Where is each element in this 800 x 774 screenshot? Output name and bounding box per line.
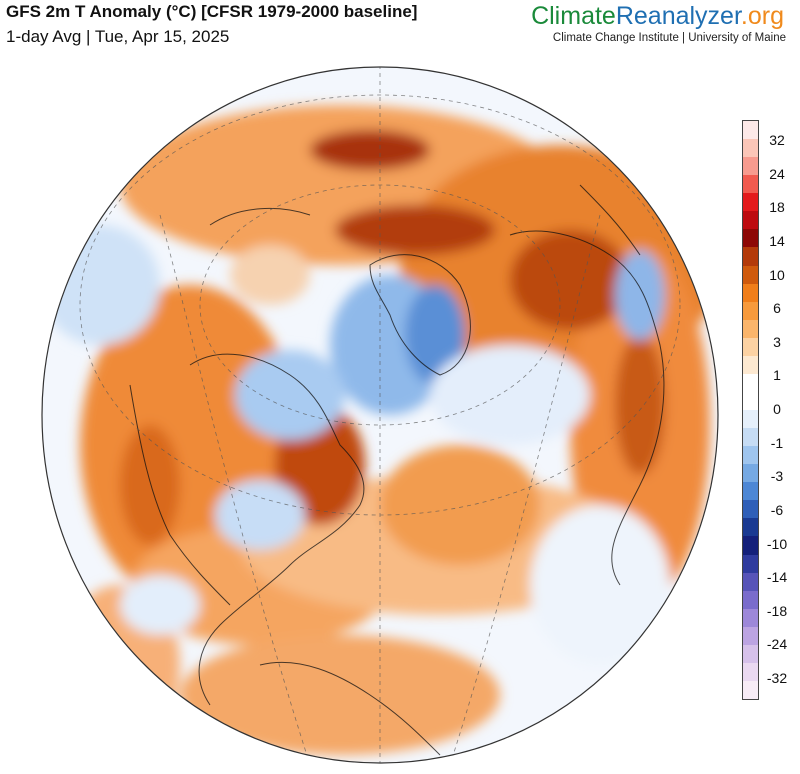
- colorbar-segment: [743, 500, 758, 519]
- colorbar-tick-label: -32: [766, 670, 788, 686]
- colorbar-tick-label: 18: [769, 199, 785, 216]
- colorbar-segment: [743, 554, 758, 573]
- colorbar-tick-label: 0: [773, 401, 781, 417]
- colorbar-segment: [743, 464, 758, 483]
- colorbar-tick-label: 3: [773, 333, 781, 350]
- colorbar-tick-label: 32: [769, 132, 785, 148]
- colorbar-tick-label: -3: [770, 468, 784, 485]
- colorbar-segment: [743, 265, 758, 284]
- colorbar-segment: [743, 121, 758, 140]
- brand-logo-part3: .org: [740, 2, 784, 30]
- brand-logo-part1: Climate: [531, 2, 616, 30]
- colorbar-tick-label: 14: [769, 232, 785, 249]
- colorbar-segment: [743, 626, 758, 645]
- colorbar-segment: [743, 662, 758, 681]
- colorbar-segment: [743, 283, 758, 302]
- colorbar-tick-label: -10: [766, 535, 788, 552]
- colorbar-segment: [743, 680, 758, 699]
- colorbar-segment: [743, 301, 758, 320]
- colorbar-segment: [743, 391, 758, 410]
- colorbar-tick-label: 6: [773, 300, 781, 317]
- colorbar-tick-label: -24: [766, 636, 788, 653]
- brand-logo-part2: Reanalyzer: [615, 2, 741, 30]
- colorbar-segment: [743, 590, 758, 609]
- colorbar-segment: [743, 446, 758, 465]
- colorbar-segment: [743, 428, 758, 447]
- colorbar-segment: [743, 139, 758, 158]
- colorbar-segment: [743, 373, 758, 392]
- colorbar-tick-label: -1: [770, 434, 784, 451]
- map-title: GFS 2m T Anomaly (°C) [CFSR 1979-2000 ba…: [6, 2, 418, 21]
- colorbar-segment: [743, 175, 758, 194]
- colorbar-tick-label: 1: [773, 367, 781, 384]
- colorbar-segment: [743, 211, 758, 230]
- colorbar-segment: [743, 319, 758, 338]
- colorbar-segment: [743, 229, 758, 248]
- map-subtitle: 1-day Avg | Tue, Apr 15, 2025: [6, 27, 230, 46]
- brand-logo[interactable]: ClimateReanalyzer.org: [531, 2, 784, 31]
- colorbar-segment: [743, 337, 758, 356]
- colorbar-tick-label: 24: [769, 165, 785, 182]
- colorbar-segment: [743, 608, 758, 627]
- colorbar-labels: 32 24 18 14 10 6 3 1 0 -1 -3 -6 -10 -14 -18 -24 -32: [762, 120, 800, 700]
- colorbar-segment: [743, 247, 758, 266]
- colorbar: [742, 120, 759, 700]
- globe-map: [41, 66, 719, 764]
- colorbar-segment: [743, 410, 758, 429]
- colorbar-segment: [743, 355, 758, 374]
- colorbar-segment: [743, 572, 758, 591]
- colorbar-tick-label: -6: [770, 501, 784, 518]
- colorbar-segment: [743, 193, 758, 212]
- colorbar-segment: [743, 482, 758, 501]
- colorbar-segment: [743, 536, 758, 555]
- brand-tagline: Climate Change Institute | University of…: [552, 32, 786, 44]
- colorbar-segment: [743, 518, 758, 537]
- colorbar-segment: [743, 157, 758, 176]
- colorbar-tick-label: 10: [769, 266, 785, 283]
- colorbar-tick-label: -14: [766, 569, 788, 586]
- colorbar-tick-label: -18: [766, 602, 788, 619]
- colorbar-segment: [743, 644, 758, 663]
